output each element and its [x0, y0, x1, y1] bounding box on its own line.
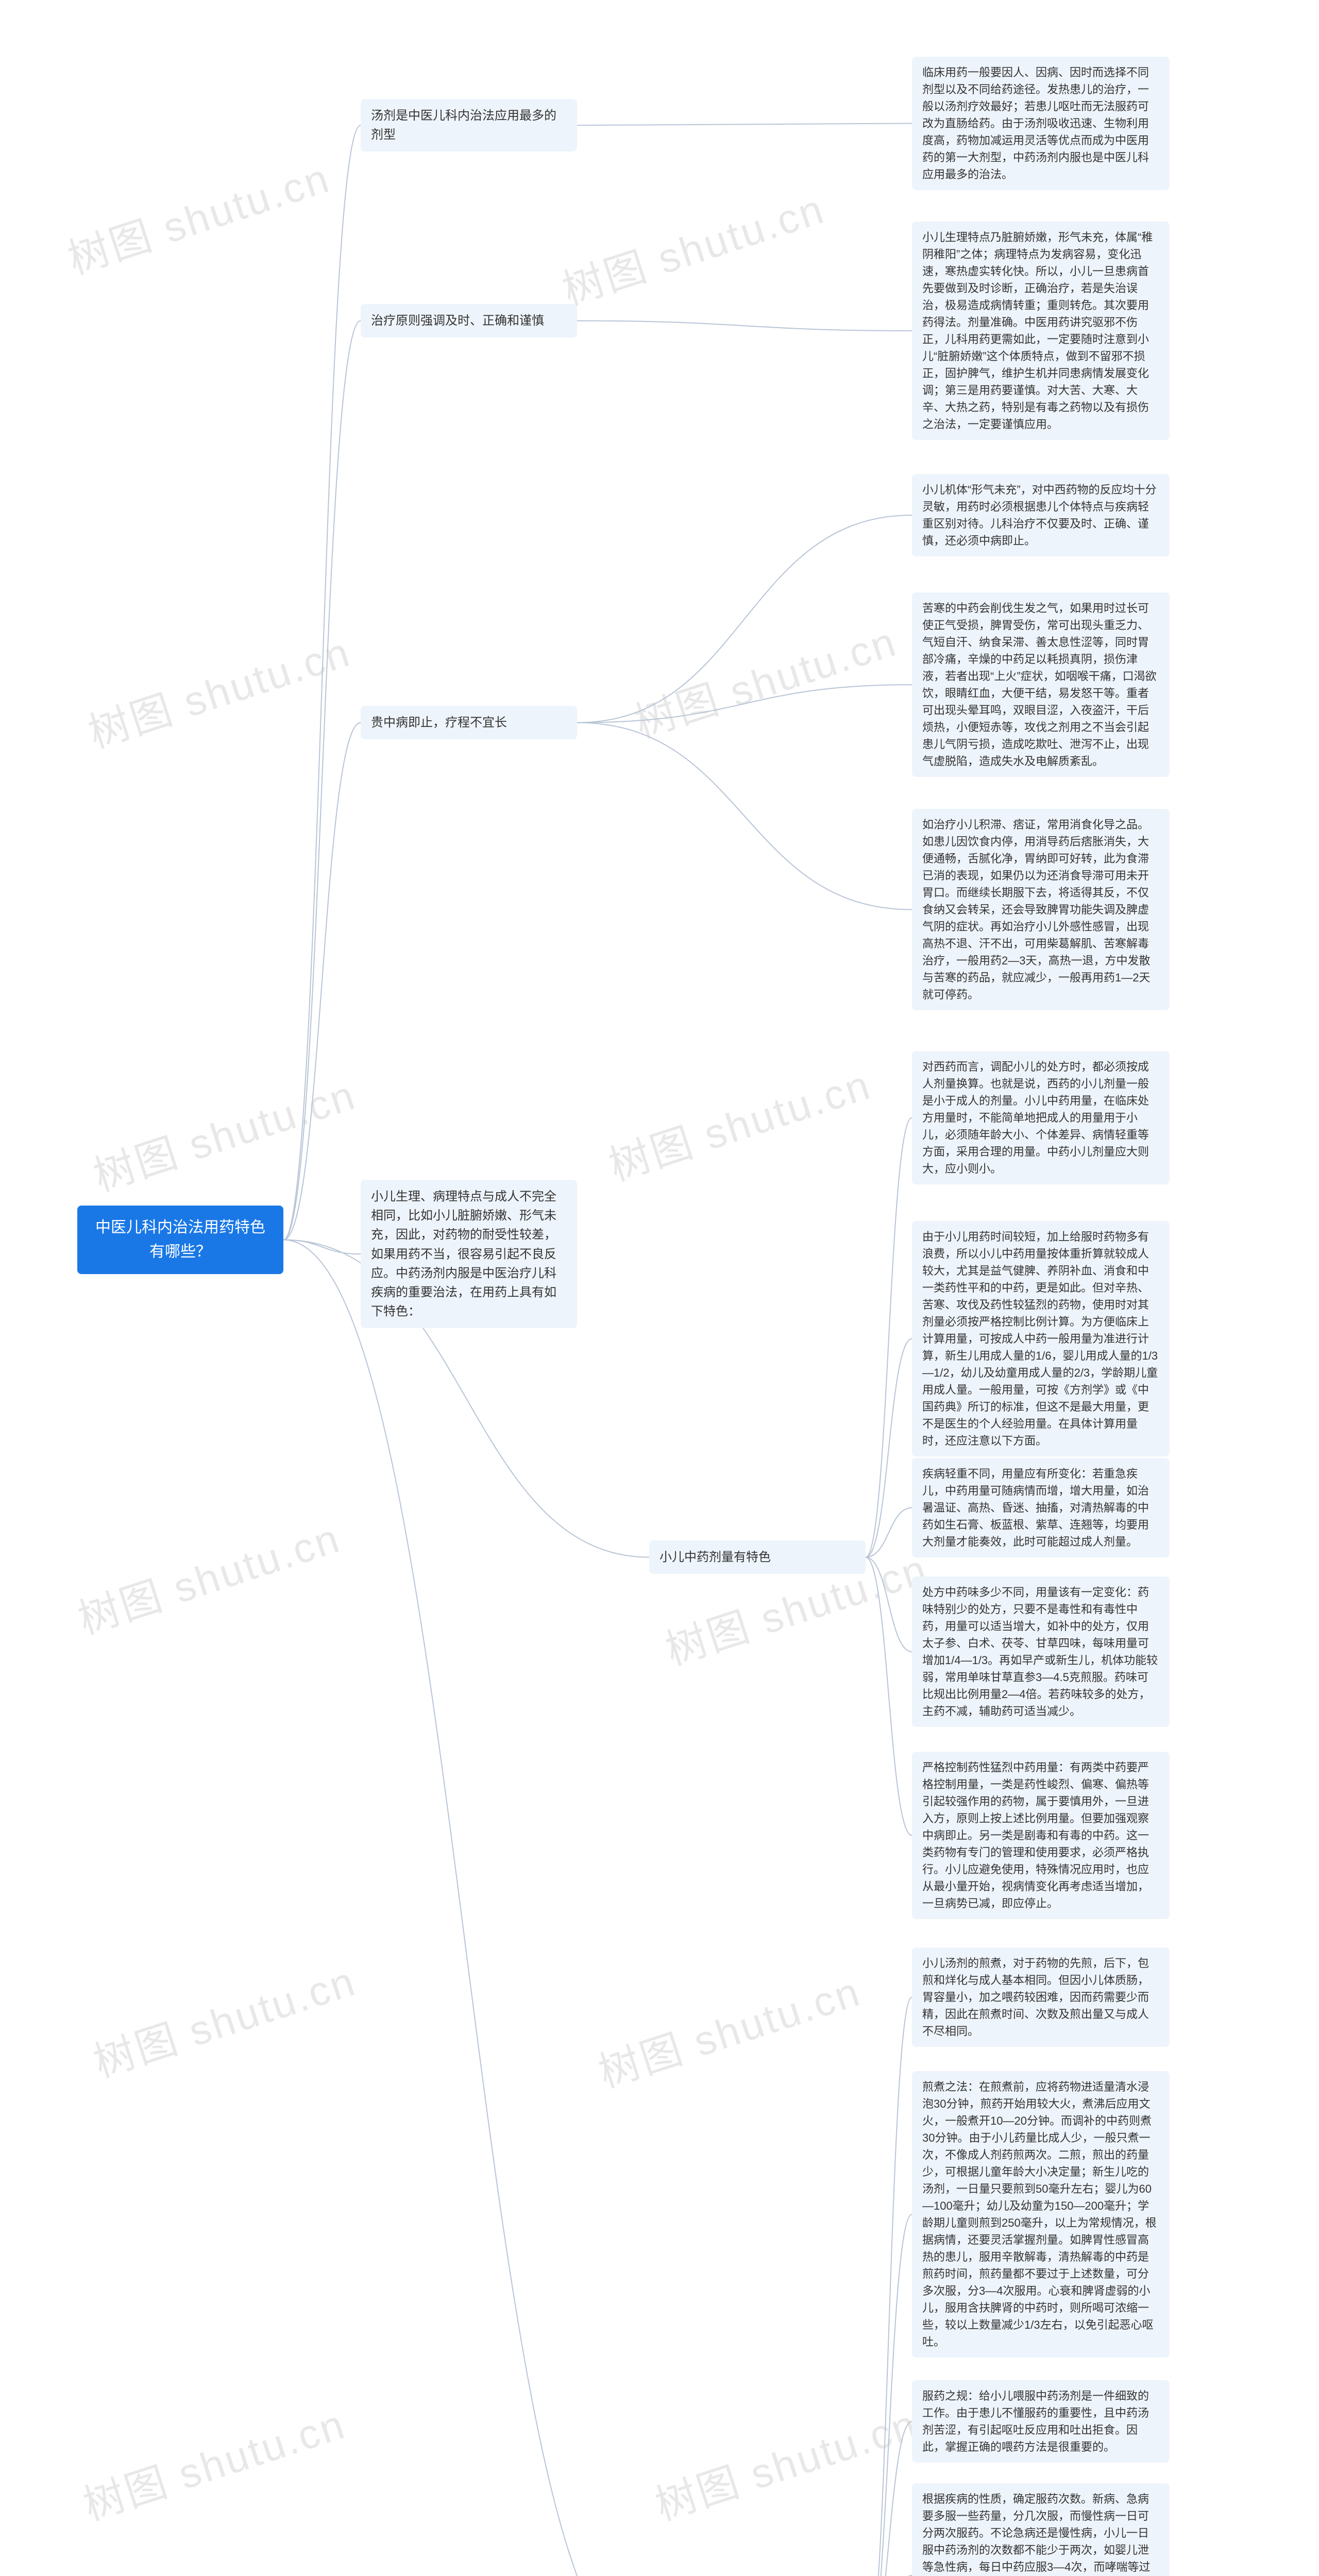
leaf-node[interactable]: 小儿汤剂的煎煮，对于药物的先煎，后下，包煎和烊化与成人基本相同。但因小儿体质肠，… [912, 1947, 1170, 2047]
leaf-node[interactable]: 服药之规：给小儿喂服中药汤剂是一件细致的工作。由于患儿不懂服药的重要性，且中药汤… [912, 2380, 1170, 2463]
level1-node[interactable]: 小儿生理、病理特点与成人不完全相同，比如小儿脏腑娇嫩、形气未充，因此，对药物的耐… [361, 1180, 577, 1328]
leaf-node[interactable]: 苦寒的中药会削伐生发之气，如果用时过长可使正气受损，脾胃受伤，常可出现头重乏力、… [912, 592, 1170, 777]
leaf-node[interactable]: 小儿机体“形气未充”，对中西药物的反应均十分灵敏，用药时必须根据患儿个体特点与疾… [912, 474, 1170, 556]
mindmap-canvas: 中医儿科内治法用药特色有哪些？ 汤剂是中医儿科内治法应用最多的剂型治疗原则强调及时… [0, 0, 1319, 2576]
leaf-node[interactable]: 对西药而言，调配小儿的处方时，都必须按成人剂量换算。也就是说，西药的小儿剂量一般… [912, 1051, 1170, 1184]
level1-node[interactable]: 治疗原则强调及时、正确和谨慎 [361, 304, 577, 337]
leaf-node[interactable]: 处方中药味多少不同，用量该有一定变化：药味特别少的处方，只要不是毒性和有毒性中药… [912, 1577, 1170, 1727]
level1-node[interactable]: 小儿中药剂量有特色 [649, 1540, 866, 1574]
leaf-node[interactable]: 根据疾病的性质，确定服药次数。新病、急病要多服一些药量，分几次服，而慢性病一日可… [912, 2483, 1170, 2576]
leaf-node[interactable]: 由于小儿用药时间较短，加上给服时药物多有浪费，所以小儿中药用量按体重折算就较成人… [912, 1221, 1170, 1456]
leaf-node[interactable]: 小儿生理特点乃脏腑娇嫩，形气未充，体属“稚阴稚阳”之体；病理特点为发病容易，变化… [912, 222, 1170, 440]
leaf-node[interactable]: 严格控制药性猛烈中药用量：有两类中药要严格控制用量，一类是药性峻烈、偏寒、偏热等… [912, 1752, 1170, 1919]
leaf-node[interactable]: 煎煮之法：在煎煮前，应将药物进适量清水浸泡30分钟，煎药开始用较大火，煮沸后应用… [912, 2071, 1170, 2358]
leaf-node[interactable]: 如治疗小儿积滞、痞证，常用消食化导之品。如患儿因饮食内停，用消导药后痞胀消失，大… [912, 809, 1170, 1010]
root-node[interactable]: 中医儿科内治法用药特色有哪些？ [77, 1206, 283, 1274]
leaf-node[interactable]: 临床用药一般要因人、因病、因时而选择不同剂型以及不同给药途径。发热患儿的治疗，一… [912, 57, 1170, 190]
level1-node[interactable]: 贵中病即止，疗程不宜长 [361, 706, 577, 739]
leaf-node[interactable]: 疾病轻重不同，用量应有所变化：若重急疾儿，中药用量可随病情而增，增大用量，如治暑… [912, 1458, 1170, 1557]
level1-node[interactable]: 汤剂是中医儿科内治法应用最多的剂型 [361, 99, 577, 151]
